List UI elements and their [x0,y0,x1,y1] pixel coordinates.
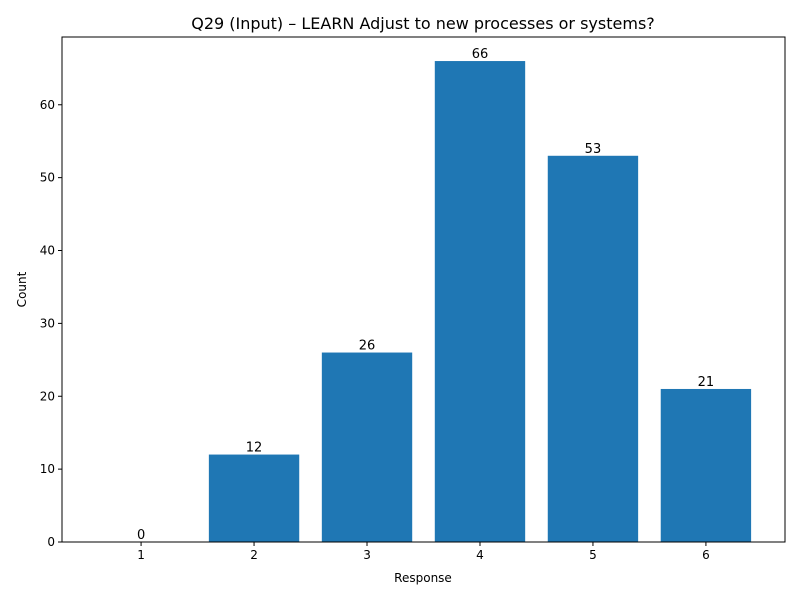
x-axis-ticks: 1 2 3 4 5 6 [137,542,710,562]
y-axis-ticks: 0 10 20 30 40 50 60 [40,98,62,549]
x-tick-label-2: 2 [250,548,258,562]
data-label-2: 12 [246,441,263,456]
bar-3 [321,352,413,542]
y-tick-label-50: 50 [40,171,55,185]
x-tick-label-3: 3 [363,548,371,562]
data-label-6: 21 [698,375,715,390]
data-label-4: 66 [472,47,489,62]
data-label-5: 53 [585,142,602,157]
x-tick-label-5: 5 [589,548,597,562]
y-axis-label: Count [15,271,29,307]
bar-5 [547,155,639,542]
x-tick-label-1: 1 [137,548,145,562]
chart-title: Q29 (Input) – LEARN Adjust to new proces… [191,14,655,33]
x-tick-label-4: 4 [476,548,484,562]
bars-group [208,61,752,543]
data-labels-group: 0 12 26 66 53 21 [137,47,714,543]
bar-2 [208,454,300,542]
y-tick-label-0: 0 [47,535,55,549]
y-tick-label-10: 10 [40,462,55,476]
y-tick-label-30: 30 [40,316,55,330]
x-axis-label: Response [394,571,452,585]
y-tick-label-20: 20 [40,389,55,403]
y-tick-label-60: 60 [40,98,55,112]
bar-6 [660,388,752,542]
data-label-3: 26 [359,339,376,354]
x-tick-label-6: 6 [702,548,710,562]
data-label-1: 0 [137,528,145,543]
bar-4 [434,61,526,543]
y-tick-label-40: 40 [40,244,55,258]
plot-area-frame [61,36,786,543]
